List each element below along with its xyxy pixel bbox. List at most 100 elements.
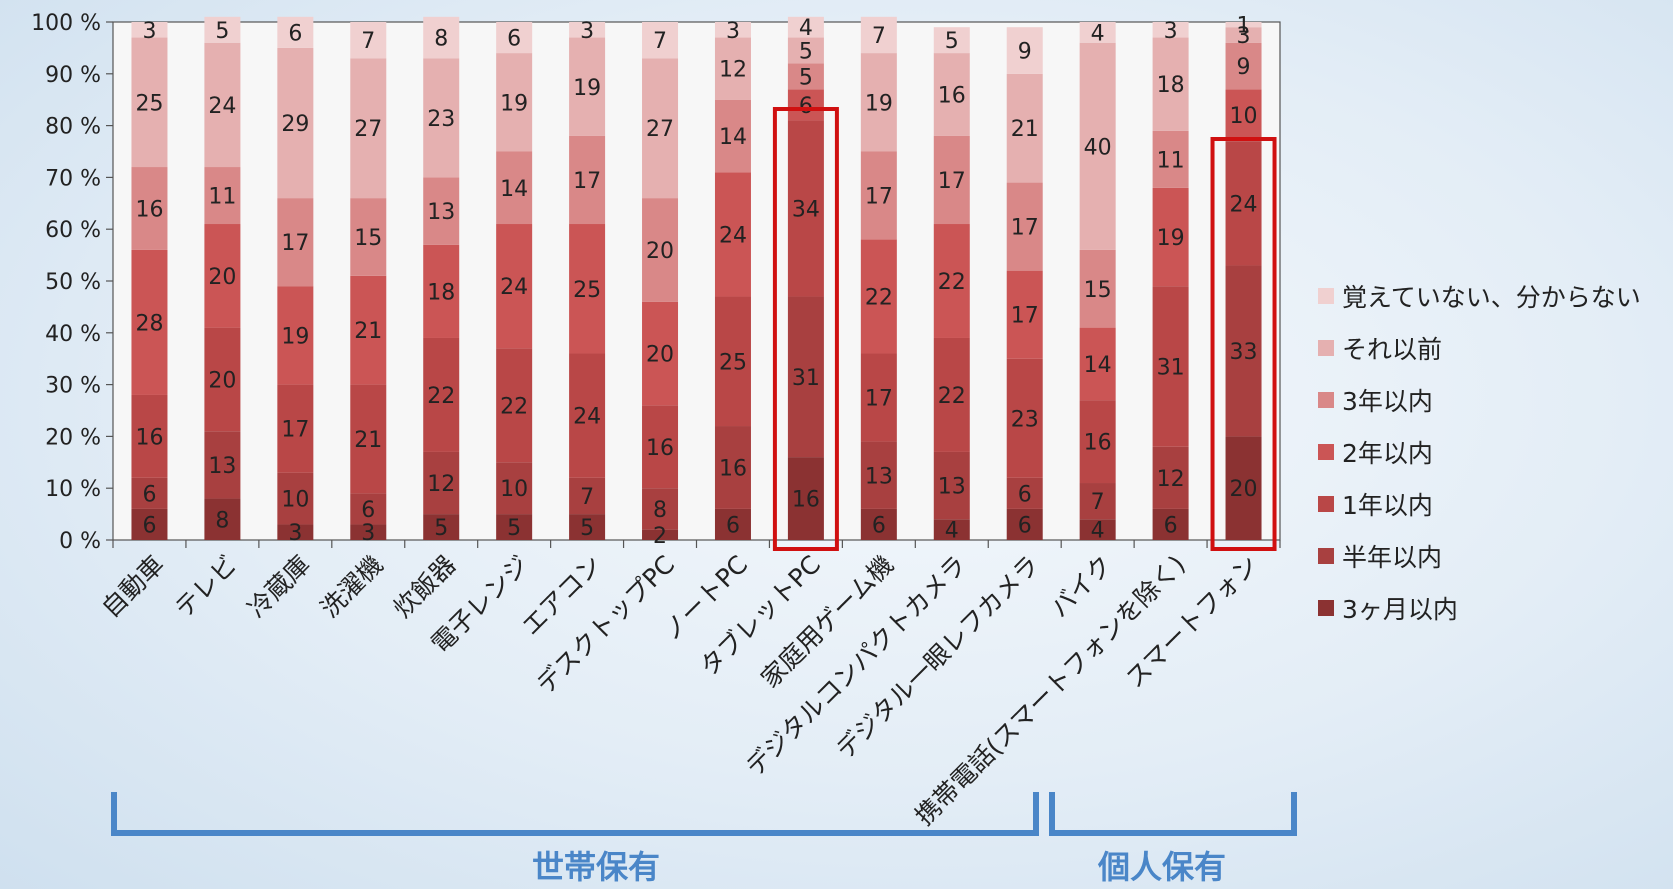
bar-segment	[569, 353, 606, 478]
bar-segment	[860, 508, 897, 540]
bar-segment	[350, 198, 387, 276]
data-label: 17	[573, 169, 601, 194]
data-label: 9	[1018, 39, 1032, 64]
legend-item: 覚えていない、分からない	[1318, 270, 1641, 322]
bar-segment	[1006, 508, 1043, 540]
bar-segment	[131, 249, 168, 395]
bar-segment	[423, 337, 460, 452]
bar-segment	[642, 58, 679, 199]
data-label: 10	[1230, 104, 1258, 129]
y-tick-label: 10 %	[45, 477, 101, 502]
bar-segment	[1006, 477, 1043, 509]
bar-segment	[860, 53, 897, 152]
bracket-personal	[1049, 792, 1297, 836]
bar-segment	[714, 172, 751, 297]
bar-segment	[496, 151, 533, 225]
data-label: 4	[1091, 21, 1105, 46]
bar-segment	[1225, 436, 1262, 540]
bar-segment	[787, 16, 824, 38]
bar-segment	[204, 327, 241, 432]
data-label: 3	[1164, 19, 1178, 44]
data-label: 24	[573, 405, 601, 430]
bar-segment	[569, 514, 606, 540]
bar-segment	[423, 16, 460, 59]
bar-segment	[642, 198, 679, 302]
bar-segment	[1079, 249, 1116, 328]
bar-segment	[131, 37, 168, 168]
data-label: 10	[500, 477, 528, 502]
legend-swatch	[1318, 600, 1334, 616]
data-label: 1	[1237, 14, 1251, 39]
data-label: 15	[354, 226, 382, 251]
x-tick-label: 携帯電話(スマートフォンを除く)	[910, 550, 1191, 831]
bar-segment	[787, 89, 824, 121]
data-label: 6	[1164, 513, 1178, 538]
data-label: 8	[653, 498, 667, 523]
bar-segment	[1079, 22, 1116, 43]
legend-label: 覚えていない、分からない	[1342, 283, 1641, 312]
bar-segment	[933, 224, 970, 338]
x-tick-label: テレビ	[169, 550, 243, 624]
data-label: 17	[1011, 304, 1039, 329]
bar-segment	[131, 167, 168, 250]
data-label: 15	[1084, 278, 1112, 303]
bar-segment	[1152, 187, 1189, 287]
data-label: 6	[288, 21, 302, 46]
data-label: 21	[354, 319, 382, 344]
x-tick-label: 自動車	[96, 550, 170, 624]
y-tick-label: 100 %	[31, 11, 101, 36]
bar-segment	[714, 426, 751, 509]
bar-segment	[860, 239, 897, 354]
data-label: 19	[1157, 226, 1185, 251]
data-label: 24	[719, 223, 747, 248]
data-label: 12	[719, 58, 747, 83]
data-label: 13	[208, 454, 236, 479]
data-label: 16	[719, 456, 747, 481]
data-label: 19	[500, 91, 528, 116]
bar-segment	[933, 53, 970, 136]
data-label: 6	[872, 513, 886, 538]
data-label: 33	[1230, 340, 1258, 365]
bar-segment	[933, 337, 970, 452]
bar-segment	[423, 58, 460, 178]
data-label: 23	[427, 107, 455, 132]
legend-swatch	[1318, 288, 1334, 304]
legend-label: 3ヶ月以内	[1342, 595, 1458, 624]
bar-segment	[1225, 89, 1262, 142]
bar-segment	[1152, 37, 1189, 131]
data-label: 6	[142, 513, 156, 538]
bar-segment	[277, 472, 314, 525]
bar-segment	[1152, 22, 1189, 38]
bar-segment	[933, 451, 970, 520]
data-label: 17	[865, 387, 893, 412]
bar-segment	[496, 53, 533, 152]
bar-segment	[1152, 130, 1189, 188]
data-label: 31	[1157, 355, 1185, 380]
highlight-box	[1210, 137, 1277, 551]
legend-item: 2年以内	[1318, 426, 1641, 478]
legend-item: 3ヶ月以内	[1318, 582, 1641, 634]
bar-segment	[204, 224, 241, 328]
bar-segment	[131, 508, 168, 540]
y-tick-label: 30 %	[45, 374, 101, 399]
data-label: 17	[1011, 216, 1039, 241]
bar-segment	[1152, 446, 1189, 509]
data-label: 29	[281, 112, 309, 137]
data-label: 6	[1018, 513, 1032, 538]
data-label: 18	[427, 280, 455, 305]
data-label: 5	[945, 29, 959, 54]
legend-swatch	[1318, 548, 1334, 564]
data-label: 40	[1084, 135, 1112, 160]
data-label: 27	[646, 117, 674, 142]
data-label: 5	[799, 39, 813, 64]
x-tick-label: 家庭用ゲーム機	[755, 550, 899, 694]
data-label: 14	[500, 177, 528, 202]
data-label: 3	[142, 19, 156, 44]
x-tick-label: 冷蔵庫	[242, 550, 316, 624]
legend-item: 1年以内	[1318, 478, 1641, 530]
data-label: 24	[208, 94, 236, 119]
data-label: 3	[1237, 24, 1251, 49]
data-label: 17	[281, 231, 309, 256]
y-tick-label: 60 %	[45, 218, 101, 243]
data-label: 14	[719, 125, 747, 150]
